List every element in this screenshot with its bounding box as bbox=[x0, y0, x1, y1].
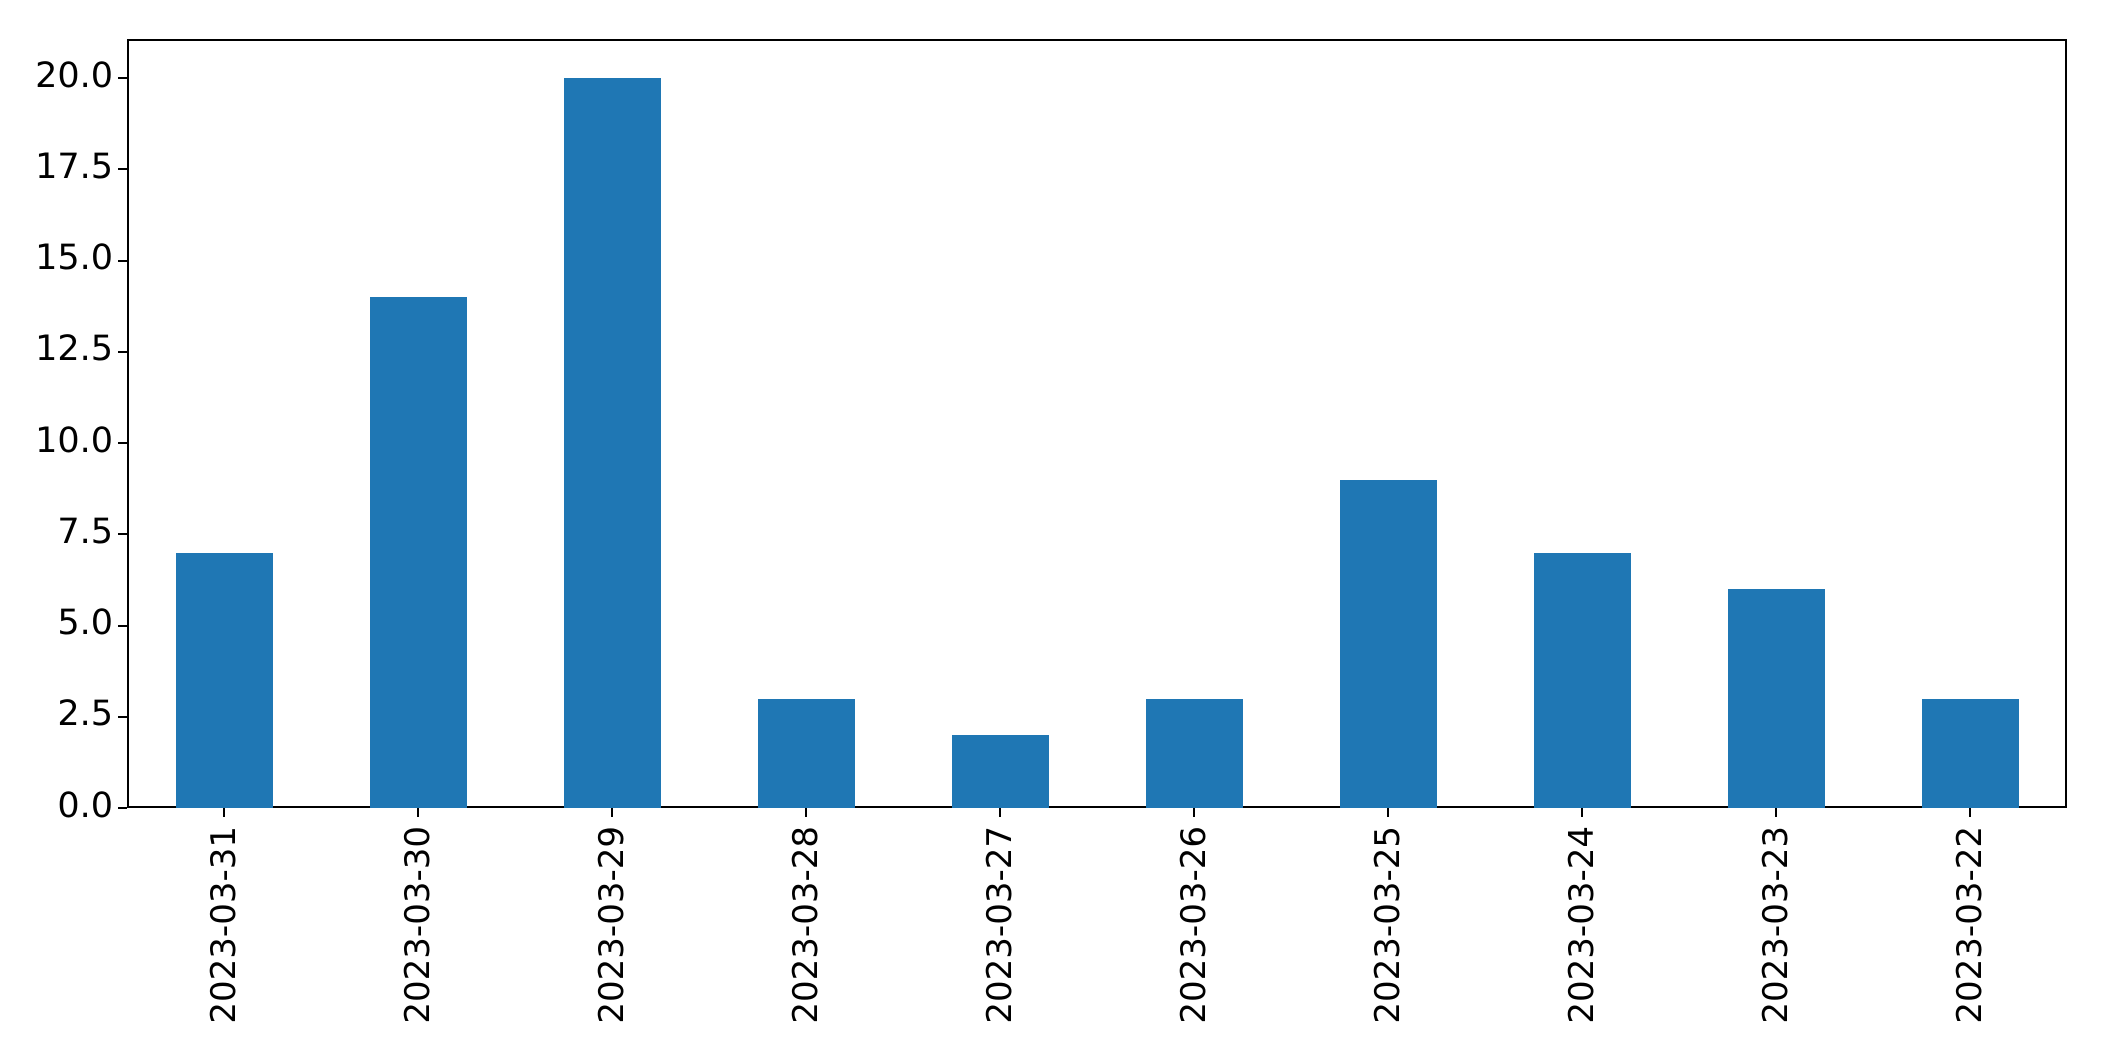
y-axis-tick-mark bbox=[118, 259, 127, 262]
y-axis-tick-label: 20.0 bbox=[35, 55, 113, 96]
bar-2023-03-25 bbox=[1339, 479, 1437, 808]
x-axis-tick-mark bbox=[1193, 808, 1195, 817]
x-axis-tick-label: 2023-03-27 bbox=[980, 826, 1020, 1024]
y-axis-tick-mark bbox=[118, 350, 127, 353]
x-axis-tick-mark bbox=[1969, 808, 1971, 817]
x-axis-tick-mark bbox=[223, 808, 225, 817]
y-axis-tick-mark bbox=[118, 442, 127, 444]
x-axis-tick-mark bbox=[1775, 808, 1777, 817]
x-axis-tick-label: 2023-03-28 bbox=[786, 826, 826, 1024]
y-axis-tick-mark bbox=[118, 807, 127, 809]
y-axis-tick-label: 5.0 bbox=[57, 603, 113, 643]
bar-2023-03-27 bbox=[951, 735, 1049, 808]
y-axis-tick-label: 15.0 bbox=[35, 238, 113, 278]
x-axis-tick-label: 2023-03-25 bbox=[1368, 826, 1408, 1024]
x-axis-tick-mark bbox=[805, 808, 807, 817]
x-axis-tick-label: 2023-03-23 bbox=[1756, 826, 1796, 1024]
x-axis-tick-label: 2023-03-29 bbox=[592, 826, 632, 1024]
y-axis-tick-label: 17.5 bbox=[35, 146, 113, 187]
y-axis-tick-mark bbox=[118, 77, 127, 79]
y-axis-tick-label: 0.0 bbox=[57, 785, 113, 826]
x-axis-tick-mark bbox=[417, 808, 419, 817]
bar-2023-03-30 bbox=[369, 297, 467, 808]
x-axis-tick-label: 2023-03-31 bbox=[204, 826, 244, 1024]
x-axis-tick-label: 2023-03-26 bbox=[1174, 826, 1214, 1024]
bar-2023-03-26 bbox=[1145, 698, 1243, 808]
y-axis-tick-label: 7.5 bbox=[57, 511, 113, 552]
x-axis-tick-mark bbox=[1581, 808, 1583, 817]
bar-2023-03-29 bbox=[563, 78, 661, 808]
bar-2023-03-28 bbox=[757, 698, 855, 808]
y-axis-tick-label: 12.5 bbox=[35, 329, 113, 370]
x-axis-tick-label: 2023-03-30 bbox=[398, 826, 438, 1024]
x-axis-tick-mark bbox=[611, 808, 613, 817]
bar-2023-03-24 bbox=[1533, 552, 1631, 808]
x-axis-tick-label: 2023-03-22 bbox=[1950, 826, 1990, 1024]
y-axis-tick-mark bbox=[118, 624, 127, 627]
bar-2023-03-22 bbox=[1921, 698, 2019, 808]
x-axis-tick-label: 2023-03-24 bbox=[1562, 826, 1602, 1024]
y-axis-tick-mark bbox=[118, 533, 127, 536]
y-axis-tick-label: 2.5 bbox=[57, 694, 113, 735]
plot-area-border bbox=[127, 39, 2067, 808]
y-axis-tick-mark bbox=[118, 168, 127, 171]
y-axis-tick-mark bbox=[118, 715, 127, 718]
x-axis-tick-mark bbox=[999, 808, 1001, 817]
x-axis-tick-mark bbox=[1387, 808, 1389, 817]
y-axis-tick-label: 10.0 bbox=[35, 420, 113, 461]
bar-2023-03-31 bbox=[175, 552, 273, 808]
bar-2023-03-23 bbox=[1727, 589, 1825, 808]
